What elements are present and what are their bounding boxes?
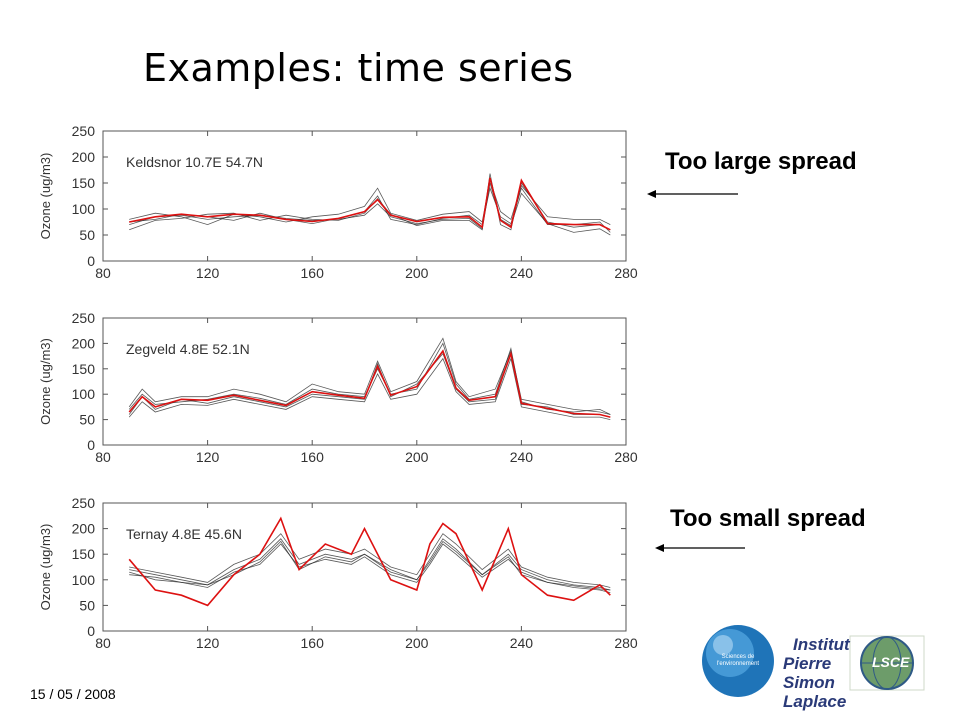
observed-line: [128, 349, 611, 418]
ensemble-member-line: [129, 182, 611, 236]
y-tick-label: 200: [72, 521, 96, 537]
y-tick-label: 50: [79, 227, 95, 243]
ensemble-member-line: [129, 186, 611, 233]
x-tick-label: 200: [405, 635, 429, 651]
ipsl-line-3: Simon: [783, 673, 835, 692]
observed-line: [128, 516, 611, 607]
y-tick-label: 0: [87, 253, 95, 269]
sciences-env-logo-text: Sciences de l'environnement: [716, 654, 760, 667]
y-tick-label: 200: [72, 149, 96, 165]
x-tick-label: 80: [95, 635, 111, 651]
station-label: Keldsnor 10.7E 54.7N: [126, 154, 263, 170]
ipsl-logo-text: Institut Pierre Simon Laplace: [775, 635, 850, 711]
slide-date: 15 / 05 / 2008: [30, 686, 116, 702]
x-tick-label: 280: [614, 265, 638, 281]
ensemble-member-line: [128, 337, 611, 415]
observed-line: [129, 177, 611, 231]
y-tick-label: 150: [72, 175, 96, 191]
arrow-head: [655, 544, 664, 552]
x-tick-label: 80: [95, 265, 111, 281]
arrow-head: [647, 190, 656, 198]
station-label: Zegveld 4.8E 52.1N: [126, 341, 250, 357]
ensemble-member-line: [129, 538, 611, 591]
ipsl-line-2: Pierre: [783, 654, 832, 673]
ipsl-line-1: Institut: [793, 635, 850, 654]
lsce-logo-text: LSCE: [872, 654, 910, 670]
y-tick-label: 250: [72, 310, 96, 326]
x-tick-label: 160: [301, 265, 325, 281]
x-tick-label: 120: [196, 265, 220, 281]
annotation-too-small: Too small spread: [670, 505, 866, 532]
y-tick-label: 0: [87, 623, 95, 639]
y-axis-label: Ozone (ug/m3): [38, 338, 53, 425]
y-axis-label: Ozone (ug/m3): [38, 524, 53, 611]
ipsl-line-4: Laplace: [783, 692, 847, 711]
ensemble-member-line: [129, 540, 611, 591]
y-tick-label: 50: [79, 412, 95, 428]
y-tick-label: 150: [72, 546, 96, 562]
slide-title: Examples: time series: [143, 46, 574, 90]
x-tick-label: 240: [510, 265, 534, 281]
y-tick-label: 100: [72, 201, 96, 217]
x-tick-label: 120: [196, 635, 220, 651]
plot-frame: [102, 317, 627, 446]
x-tick-label: 160: [301, 449, 325, 465]
y-tick-label: 100: [72, 572, 96, 588]
y-tick-label: 100: [72, 386, 96, 402]
x-tick-label: 200: [405, 449, 429, 465]
x-tick-label: 120: [196, 449, 220, 465]
y-tick-label: 50: [79, 597, 95, 613]
plot-frame: [102, 130, 627, 262]
x-tick-label: 280: [614, 449, 638, 465]
x-tick-label: 280: [614, 635, 638, 651]
y-tick-label: 200: [72, 335, 96, 351]
y-tick-label: 250: [72, 123, 96, 139]
annotation-too-large: Too large spread: [665, 148, 857, 175]
ensemble-member-line: [129, 178, 611, 226]
x-tick-label: 200: [405, 265, 429, 281]
y-axis-label: Ozone (ug/m3): [38, 153, 53, 240]
x-tick-label: 80: [95, 449, 111, 465]
y-tick-label: 250: [72, 495, 96, 511]
y-tick-label: 0: [87, 437, 95, 453]
x-tick-label: 160: [301, 635, 325, 651]
station-label: Ternay 4.8E 45.6N: [126, 526, 242, 542]
x-tick-label: 240: [510, 449, 534, 465]
ensemble-member-line: [129, 533, 611, 588]
y-tick-label: 150: [72, 361, 96, 377]
x-tick-label: 240: [510, 635, 534, 651]
plot-frame: [102, 502, 627, 632]
ensemble-member-line: [129, 543, 611, 593]
ensemble-member-line: [128, 357, 611, 420]
